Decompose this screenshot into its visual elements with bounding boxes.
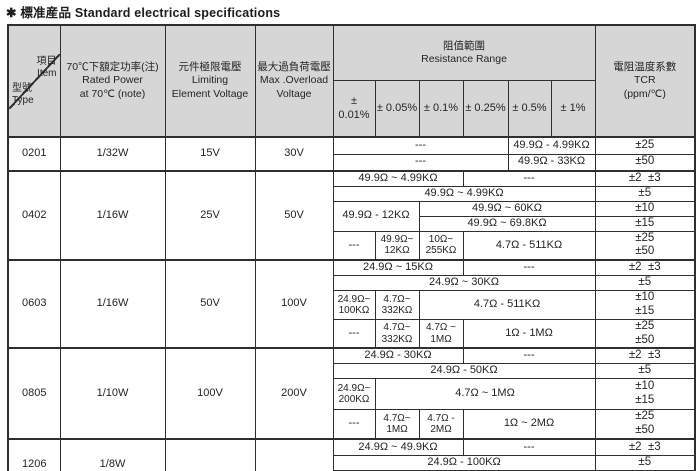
overload-voltage-cell-0805: 200V [254, 347, 334, 440]
power-cell-0201: 1/32W [59, 136, 166, 172]
resistance-cell: 4.7Ω~ 332KΩ [374, 318, 420, 349]
resistance-cell: 4.7Ω ~ 1MΩ [374, 377, 596, 410]
resistance-cell: 49.9Ω - 33KΩ [507, 153, 596, 172]
header-overload-voltage: 最大過負荷電壓 Max .Overload Voltage [254, 24, 334, 138]
resistance-cell: 1Ω - 1MΩ [462, 318, 596, 349]
limit-voltage-cell-0201: 15V [164, 136, 256, 172]
tcr-cell: ±25 ±50 [594, 408, 696, 440]
limit-voltage-cell-0603: 50V [164, 259, 256, 349]
resistance-cell: 49.9Ω~ 12KΩ [374, 230, 420, 261]
tcr-cell: ±25 [594, 136, 696, 155]
tcr-cell: ±5 [594, 274, 696, 291]
limit-voltage-cell-0805: 100V [164, 347, 256, 440]
tcr-cell: ±15 [594, 215, 696, 232]
resistance-cell: --- [332, 136, 509, 155]
resistance-cell: 1Ω ~ 2MΩ [462, 408, 596, 440]
resistance-cell: 24.9Ω ~ 49.9KΩ [332, 438, 464, 456]
tcr-cell: ±25 ±50 [594, 318, 696, 349]
resistance-cell: 4.7Ω~ 332KΩ [374, 289, 420, 320]
header-tolerance-1: ± 1% [550, 80, 596, 138]
header-tcr: 電阻温度系數 TCR (ppm/℃) [594, 24, 696, 138]
overload-voltage-cell-1206-1210: 300V [254, 438, 334, 471]
type-cell-0603: 0603 [7, 259, 61, 349]
header-tolerance-001: ± 0.01% [332, 80, 376, 138]
resistance-cell: 49.9Ω ~ 4.99KΩ [332, 169, 464, 187]
resistance-cell: 24.9Ω ~ 30KΩ [332, 274, 596, 291]
corner-type-label: 型號 Type [12, 82, 34, 106]
resistance-cell: 4.7Ω - 511KΩ [462, 230, 596, 261]
resistance-cell: --- [462, 438, 596, 456]
resistance-cell: 10Ω~ 255KΩ [418, 230, 464, 261]
type-cell-0805: 0805 [7, 347, 61, 440]
resistance-cell: 4.7Ω~ 1MΩ [374, 408, 420, 440]
corner-diagonal: 項目 Item 型號 Type [9, 53, 59, 109]
resistance-cell: 24.9Ω ~ 15KΩ [332, 259, 464, 276]
resistance-cell: 4.7Ω ~ 1MΩ [418, 318, 464, 349]
resistance-cell: --- [462, 169, 596, 187]
resistance-cell: --- [332, 153, 509, 172]
resistance-cell: 24.9Ω - 100KΩ [332, 454, 596, 471]
resistance-cell: 24.9Ω - 50KΩ [332, 363, 596, 379]
limit-voltage-cell-0402: 25V [164, 169, 256, 261]
resistance-cell: 24.9Ω~ 100KΩ [332, 289, 376, 320]
header-limiting-voltage: 元件極限電壓 Limiting Element Voltage [164, 24, 256, 138]
tcr-cell: ±5 [594, 185, 696, 202]
resistance-cell: 49.9Ω ~ 69.8KΩ [418, 215, 596, 232]
resistance-cell: --- [332, 408, 376, 440]
tcr-cell: ±5 [594, 454, 696, 471]
overload-voltage-cell-0402: 50V [254, 169, 334, 261]
overload-voltage-cell-0603: 100V [254, 259, 334, 349]
power-cell-0402: 1/16W [59, 169, 166, 261]
resistance-cell: --- [462, 347, 596, 365]
header-tolerance-01: ± 0.1% [418, 80, 464, 138]
type-cell-1206: 1206 [7, 438, 61, 471]
type-cell-0201: 0201 [7, 136, 61, 172]
resistance-cell: 24.9Ω~ 200KΩ [332, 377, 376, 410]
resistance-cell: --- [332, 318, 376, 349]
resistance-cell: 24.9Ω - 30KΩ [332, 347, 464, 365]
tcr-cell: ±10 ±15 [594, 289, 696, 320]
tcr-cell: ±5 [594, 363, 696, 379]
header-tolerance-05: ± 0.5% [507, 80, 552, 138]
header-resistance-range: 阻值範圍 Resistance Range [332, 24, 596, 82]
power-cell-0805: 1/10W [59, 347, 166, 440]
header-tolerance-005: ± 0.05% [374, 80, 420, 138]
resistance-cell: 49.9Ω ~ 60KΩ [418, 200, 596, 217]
tcr-cell: ±10 ±15 [594, 377, 696, 410]
page-title: ✱ 標准産品 Standard electrical specification… [6, 6, 281, 20]
tcr-cell: ±50 [594, 153, 696, 172]
resistance-cell: 4.7Ω - 2MΩ [418, 408, 464, 440]
resistance-cell: 49.9Ω ~ 4.99KΩ [332, 185, 596, 202]
overload-voltage-cell-0201: 30V [254, 136, 334, 172]
tcr-cell: ±2 ±3 [594, 169, 696, 187]
tcr-cell: ±2 ±3 [594, 259, 696, 276]
resistance-cell: --- [462, 259, 596, 276]
resistance-cell: 49.9Ω - 4.99KΩ [507, 136, 596, 155]
header-rated-power: 70℃下額定功率(注) Rated Power at 70℃ (note) [59, 24, 166, 138]
corner-header-cell: 項目 Item 型號 Type [7, 24, 61, 138]
power-cell-1206: 1/8W [59, 438, 166, 471]
resistance-cell: 49.9Ω - 12KΩ [332, 200, 420, 232]
limit-voltage-cell-1206-1210: 150V [164, 438, 256, 471]
spec-table: 項目 Item 型號 Type 70℃下額定功率(注) Rated Power … [7, 24, 697, 471]
resistance-cell: --- [332, 230, 376, 261]
tcr-cell: ±10 [594, 200, 696, 217]
tcr-cell: ±2 ±3 [594, 438, 696, 456]
corner-item-label: 項目 Item [36, 55, 57, 79]
power-cell-0603: 1/16W [59, 259, 166, 349]
header-tolerance-025: ± 0.25% [462, 80, 509, 138]
type-cell-0402: 0402 [7, 169, 61, 261]
tcr-cell: ±2 ±3 [594, 347, 696, 365]
tcr-cell: ±25 ±50 [594, 230, 696, 261]
resistance-cell: 4.7Ω - 511KΩ [418, 289, 596, 320]
